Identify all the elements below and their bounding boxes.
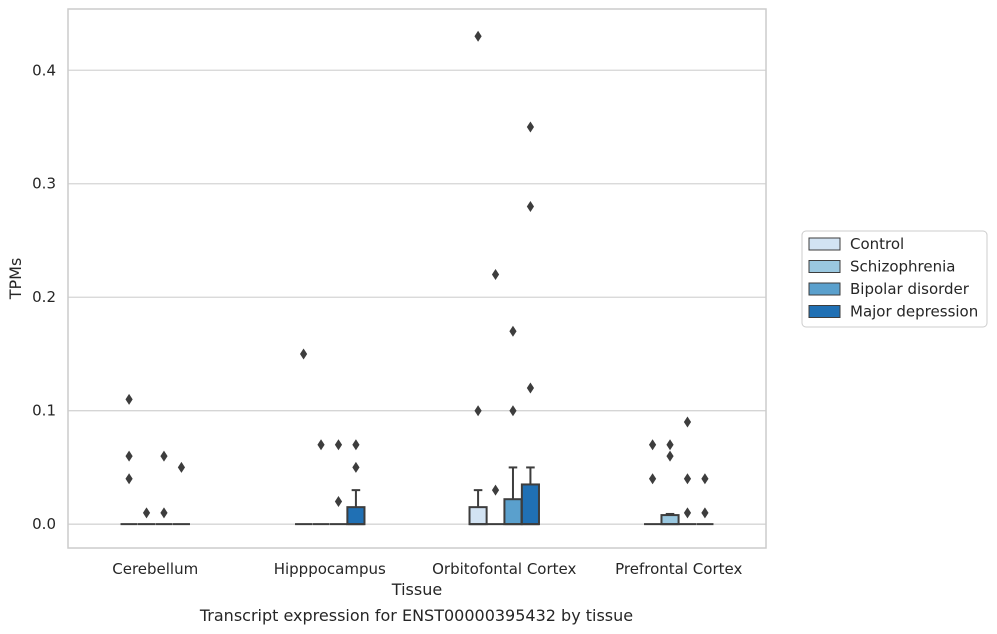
box-schizophrenia xyxy=(486,269,505,526)
chart-caption: Transcript expression for ENST0000039543… xyxy=(199,606,634,625)
legend-label: Control xyxy=(850,235,904,253)
plot-area-frame xyxy=(67,8,767,549)
legend-label: Bipolar disorder xyxy=(850,280,970,298)
box-major-depression xyxy=(520,121,540,526)
y-axis-title: TPMs xyxy=(6,258,25,301)
box-schizophrenia xyxy=(137,507,156,526)
outlier-point xyxy=(334,495,343,507)
box-body xyxy=(346,506,366,526)
x-axis-title: Tissue xyxy=(391,580,442,599)
outlier-point xyxy=(334,439,343,451)
outlier-point xyxy=(648,473,657,485)
outlier-point xyxy=(352,461,360,473)
y-tick-label: 0.1 xyxy=(32,402,56,420)
legend-swatch xyxy=(808,282,841,296)
box-body xyxy=(468,506,488,526)
outlier-point xyxy=(142,507,151,519)
box-major-depression xyxy=(696,473,714,526)
gridlines xyxy=(68,69,766,525)
box-major-depression xyxy=(172,461,190,526)
y-tick-label: 0.4 xyxy=(32,61,56,79)
legend-label: Schizophrenia xyxy=(850,258,955,276)
x-axis-ticks: Cerebellum Hipppocampus Orbitofontal Corte… xyxy=(112,560,742,578)
box-schizophrenia xyxy=(312,439,330,526)
x-tick-label: Cerebellum xyxy=(112,560,198,578)
outlier-point xyxy=(474,405,482,417)
outlier-point xyxy=(299,348,308,360)
box-control xyxy=(468,30,488,526)
outlier-point xyxy=(648,439,657,451)
legend-swatch xyxy=(808,305,841,318)
outlier-point xyxy=(474,30,482,42)
legend-frame xyxy=(801,230,988,328)
outlier-point xyxy=(526,121,535,133)
outlier-point xyxy=(683,507,692,519)
outlier-point xyxy=(160,450,168,462)
outlier-point xyxy=(125,450,133,462)
y-tick-label: 0.3 xyxy=(32,175,56,193)
legend-swatch xyxy=(808,260,841,273)
outlier-point xyxy=(683,473,692,485)
y-tick-label: 0.2 xyxy=(32,288,56,306)
outlier-point xyxy=(491,484,500,496)
outlier-point xyxy=(509,325,517,337)
outlier-point xyxy=(125,473,133,485)
outlier-point xyxy=(666,439,674,451)
box-bipolar-disorder xyxy=(503,325,523,526)
outlier-point xyxy=(526,382,535,394)
outlier-point xyxy=(526,200,535,212)
box-bipolar-disorder xyxy=(329,439,348,526)
box-control xyxy=(644,439,662,526)
y-axis-ticks: 0.0 0.1 0.2 0.3 0.4 xyxy=(32,61,56,533)
outlier-point xyxy=(701,473,709,485)
x-tick-label: Orbitofontal Cortex xyxy=(432,560,576,578)
box-schizophrenia xyxy=(660,439,680,526)
outlier-point xyxy=(701,507,709,519)
outlier-point xyxy=(352,439,360,451)
outlier-point xyxy=(683,416,692,428)
box-body xyxy=(520,483,540,526)
outlier-point xyxy=(317,439,325,451)
y-tick-label: 0.0 xyxy=(32,515,56,533)
legend: Control Schizophrenia Bipolar disorder Majo… xyxy=(801,230,988,328)
box-bipolar-disorder xyxy=(678,416,697,526)
x-tick-label: Hipppocampus xyxy=(274,560,386,578)
box-control xyxy=(295,348,313,526)
box-body xyxy=(503,498,523,526)
outlier-point xyxy=(666,450,674,462)
x-tick-label: Prefrontal Cortex xyxy=(615,560,742,578)
outlier-point xyxy=(509,405,517,417)
plot-marks xyxy=(120,30,714,526)
box-bipolar-disorder xyxy=(155,450,173,526)
outlier-point xyxy=(177,461,186,473)
box-major-depression xyxy=(346,439,366,526)
box-body xyxy=(660,514,680,526)
outlier-point xyxy=(160,507,168,519)
outlier-point xyxy=(491,269,500,281)
box-control xyxy=(120,393,138,526)
outlier-point xyxy=(125,393,133,405)
legend-swatch xyxy=(808,237,841,251)
legend-label: Major depression xyxy=(850,303,978,321)
